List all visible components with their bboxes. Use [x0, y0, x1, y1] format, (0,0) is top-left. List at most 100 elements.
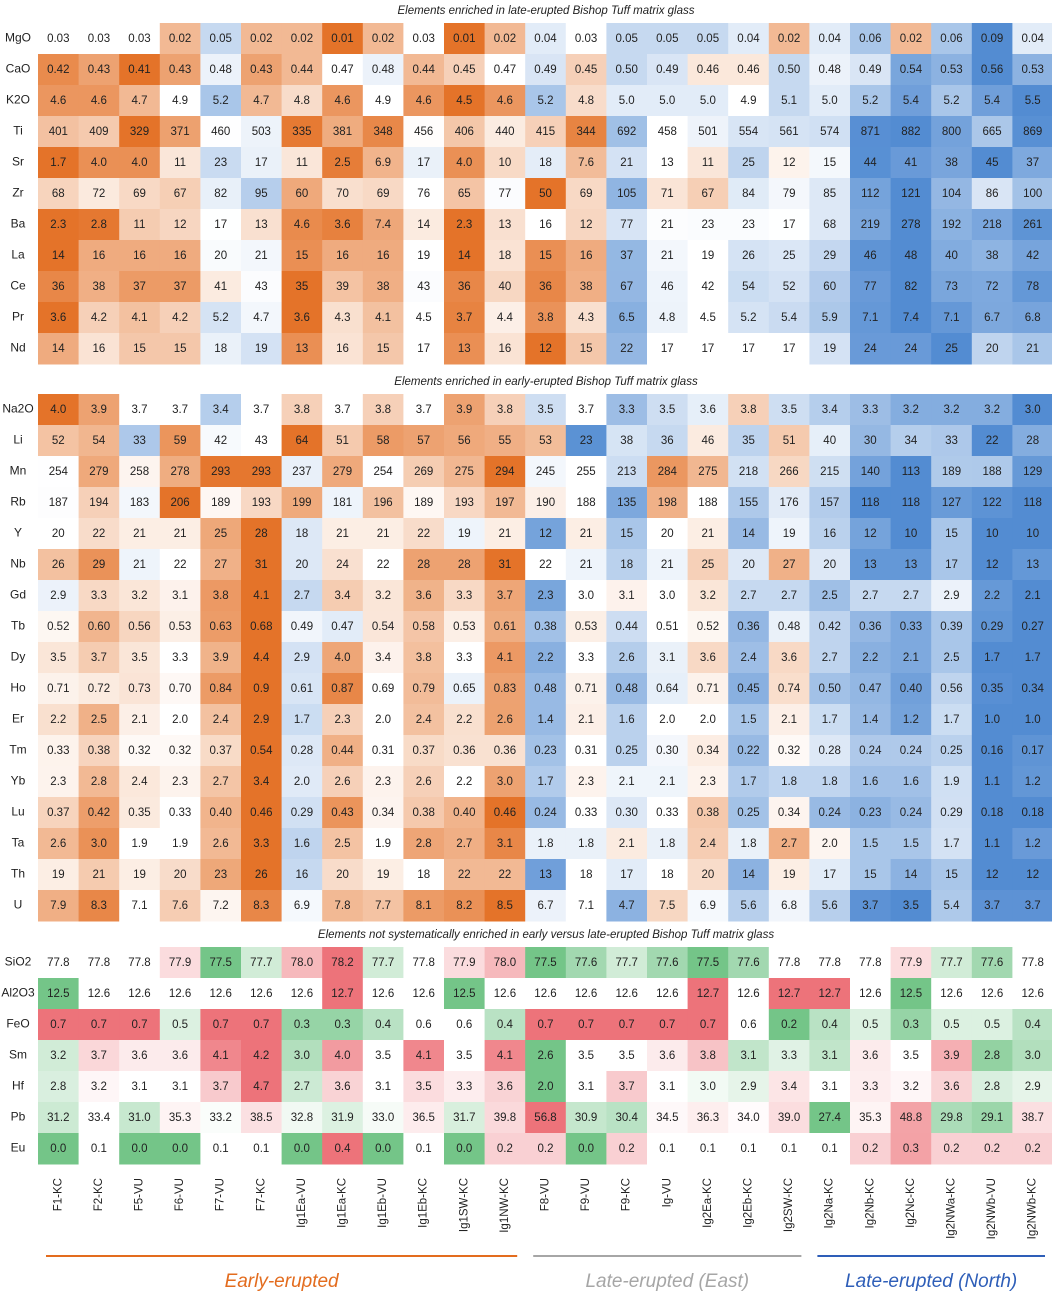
- heatmap-cell: [931, 178, 973, 210]
- heatmap-cell: [78, 978, 120, 1010]
- cell-value: 278: [901, 219, 920, 231]
- heatmap-cell: [322, 302, 364, 334]
- cell-value: 21: [93, 869, 106, 881]
- cell-value: 3.7: [578, 404, 594, 416]
- cell-value: 28: [417, 559, 430, 571]
- heatmap-cell: [38, 147, 80, 179]
- heatmap-cell: [809, 978, 851, 1010]
- heatmap-cell: [1012, 797, 1052, 829]
- cell-value: 15: [539, 250, 552, 262]
- cell-value: 21: [1026, 343, 1039, 355]
- cell-value: 127: [942, 497, 961, 509]
- cell-value: 12.6: [737, 988, 759, 1000]
- cell-value: 40: [945, 250, 958, 262]
- heatmap-cell: [728, 704, 770, 736]
- heatmap-cell: [890, 1040, 932, 1072]
- cell-value: 19: [783, 869, 796, 881]
- cell-value: 0.38: [88, 745, 110, 757]
- cell-value: 1.7: [50, 157, 66, 169]
- heatmap-cell: [119, 518, 161, 550]
- heatmap-cell: [606, 1102, 648, 1134]
- heatmap-sections: Elements enriched in late-erupted Bishop…: [1, 5, 1052, 1165]
- cell-value: 42: [702, 281, 715, 293]
- heatmap-cell: [971, 271, 1013, 303]
- heatmap-cell: [38, 704, 80, 736]
- cell-value: 77.9: [169, 957, 191, 969]
- heatmap-cell: [281, 240, 323, 272]
- heatmap-cell: [931, 1102, 973, 1134]
- heatmap-cell: [809, 425, 851, 457]
- cell-value: 17: [255, 157, 268, 169]
- heatmap-cell: [78, 240, 120, 272]
- heatmap-cell: [159, 1133, 201, 1165]
- heatmap-cell: [687, 1040, 729, 1072]
- heatmap-cell: [159, 890, 201, 922]
- heatmap-cell: [281, 178, 323, 210]
- cell-value: 23: [580, 435, 593, 447]
- cell-value: 2.8: [984, 1081, 1000, 1093]
- heatmap-cell: [1012, 1102, 1052, 1134]
- heatmap-cell: [322, 1009, 364, 1041]
- cell-value: 12.5: [453, 988, 475, 1000]
- cell-value: 882: [901, 126, 920, 138]
- heatmap-cell: [78, 1102, 120, 1134]
- heatmap-cell: [647, 549, 689, 581]
- cell-value: 2.3: [538, 590, 554, 602]
- cell-value: 0.32: [778, 745, 800, 757]
- heatmap-cell: [484, 1133, 526, 1165]
- heatmap-cell: [281, 147, 323, 179]
- heatmap-cell: [78, 642, 120, 674]
- heatmap-cell: [971, 85, 1013, 117]
- heatmap-cell: [322, 271, 364, 303]
- heatmap-cell: [38, 1133, 80, 1165]
- cell-value: 20: [214, 250, 227, 262]
- cell-value: 72: [93, 188, 106, 200]
- heatmap-cell: [362, 302, 404, 334]
- heatmap-cell: [322, 1102, 364, 1134]
- heatmap-cell: [1012, 240, 1052, 272]
- heatmap-cell: [565, 828, 607, 860]
- heatmap-cell: [525, 704, 567, 736]
- cell-value: 0.05: [616, 33, 638, 45]
- heatmap-cell: [809, 240, 851, 272]
- cell-value: 2.6: [619, 652, 635, 664]
- cell-value: 3.2: [903, 1081, 919, 1093]
- heatmap-cell: [484, 394, 526, 426]
- cell-value: 0.46: [697, 64, 719, 76]
- cell-value: 12.5: [900, 988, 922, 1000]
- heatmap-cell: [931, 271, 973, 303]
- heatmap-cell: [119, 23, 161, 55]
- cell-value: 0.2: [619, 1143, 635, 1155]
- heatmap-cell: [1012, 54, 1052, 86]
- cell-value: 0.42: [819, 621, 841, 633]
- heatmap-cell: [890, 147, 932, 179]
- cell-value: 6.7: [984, 312, 1000, 324]
- cell-value: 0.52: [47, 621, 69, 633]
- cell-value: 0.71: [575, 683, 597, 695]
- cell-value: 1.6: [619, 714, 635, 726]
- heatmap-cell: [809, 23, 851, 55]
- heatmap-cell: [444, 890, 486, 922]
- heatmap-cell: [444, 487, 486, 519]
- cell-value: 2.9: [1025, 1081, 1041, 1093]
- heatmap-cell: [525, 859, 567, 891]
- cell-value: 1.4: [862, 714, 879, 726]
- heatmap-cell: [322, 611, 364, 643]
- heatmap-cell: [241, 147, 283, 179]
- cell-value: 12.6: [859, 988, 881, 1000]
- heatmap-cell: [565, 797, 607, 829]
- cell-value: 2.0: [172, 714, 188, 726]
- heatmap-cell: [850, 1133, 892, 1165]
- cell-value: 12: [986, 869, 999, 881]
- cell-value: 0.3: [903, 1019, 919, 1031]
- cell-value: 4.5: [456, 95, 472, 107]
- cell-value: 2.7: [213, 776, 229, 788]
- cell-value: 0.35: [128, 807, 150, 819]
- cell-value: 42: [214, 435, 227, 447]
- heatmap-cell: [525, 85, 567, 117]
- heatmap-cell: [809, 1040, 851, 1072]
- cell-value: 0.7: [659, 1019, 675, 1031]
- cell-value: 0.2: [497, 1143, 513, 1155]
- heatmap-cell: [484, 209, 526, 241]
- heatmap-cell: [1012, 704, 1052, 736]
